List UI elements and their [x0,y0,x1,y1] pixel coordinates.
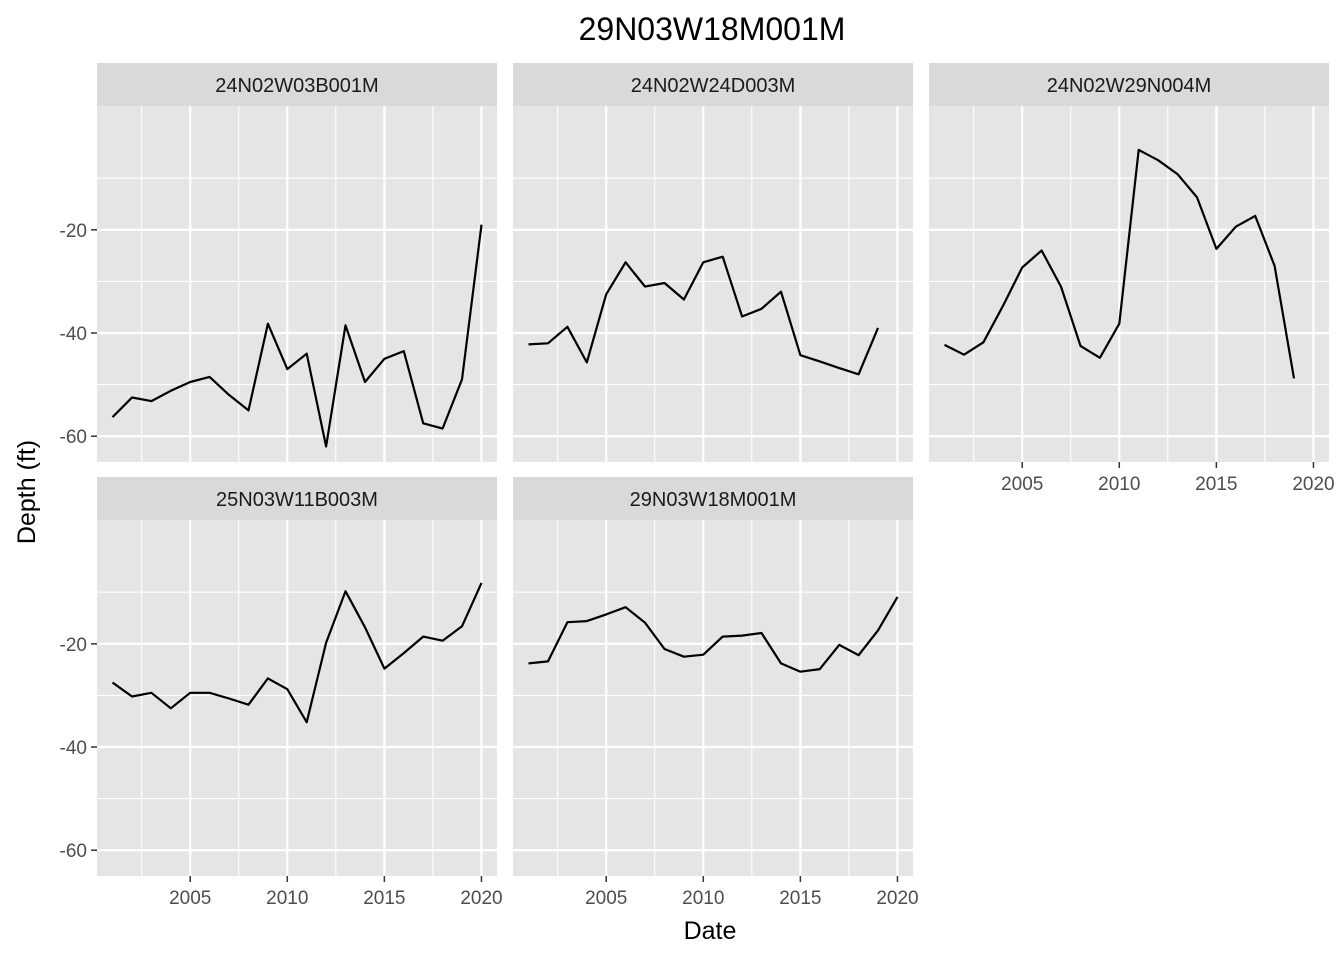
facet-strip [929,63,1329,106]
series-line [528,596,899,673]
series-line [528,255,880,376]
facet-strip-label: 25N03W11B003M [216,489,378,511]
y-tick-label: -40 [60,324,87,345]
x-tick-label: 2020 [460,888,502,909]
x-tick-label: 2020 [876,888,918,909]
panels: 24N02W03B001M -60 -40 -20 24N02W24D003M 24N02… [60,63,1335,909]
x-tick-label: 2010 [1098,474,1140,495]
series-line [111,582,483,724]
facet-panel: 24N02W29N004M 2005 2010 2015 2020 [929,63,1335,495]
panel-background [97,520,497,876]
x-tick-label: 2005 [169,888,211,909]
facet-strip [97,477,497,520]
y-tick-label: -40 [60,738,87,759]
facet-strip [97,63,497,106]
panel-background [513,520,913,876]
facet-panel: 25N03W11B003M 2005 2010 2015 2020 -60 -40 -20 [60,477,503,909]
panel-background [929,106,1329,462]
facet-strip-label: 24N02W24D003M [631,75,796,97]
series-line [111,224,483,448]
series-line [944,148,1296,379]
x-tick-label: 2015 [363,888,405,909]
y-tick-label: -20 [60,635,87,656]
facet-strip-label: 24N02W29N004M [1047,75,1212,97]
facet-panel: 29N03W18M001M 2005 2010 2015 2020 [513,477,919,909]
panel-background [513,106,913,462]
facet-strip [513,63,913,106]
x-tick-label: 2020 [1292,474,1334,495]
x-tick-label: 2010 [682,888,724,909]
facet-panel: 24N02W03B001M -60 -40 -20 [60,63,497,462]
facet-strip [513,477,913,520]
y-tick-label: -60 [60,841,87,862]
x-tick-label: 2015 [779,888,821,909]
chart-title: 29N03W18M001M [579,11,846,47]
x-tick-label: 2010 [266,888,308,909]
facet-panel: 24N02W24D003M [513,63,913,462]
x-tick-label: 2005 [1001,474,1043,495]
facet-strip-label: 29N03W18M001M [630,489,797,511]
y-axis-title: Depth (ft) [13,440,41,544]
y-tick-label: -60 [60,427,87,448]
x-axis-title: Date [684,917,737,945]
y-tick-label: -20 [60,221,87,242]
panel-background [97,106,497,462]
facet-strip-label: 24N02W03B001M [215,75,378,97]
x-tick-label: 2005 [585,888,627,909]
x-tick-label: 2015 [1195,474,1237,495]
